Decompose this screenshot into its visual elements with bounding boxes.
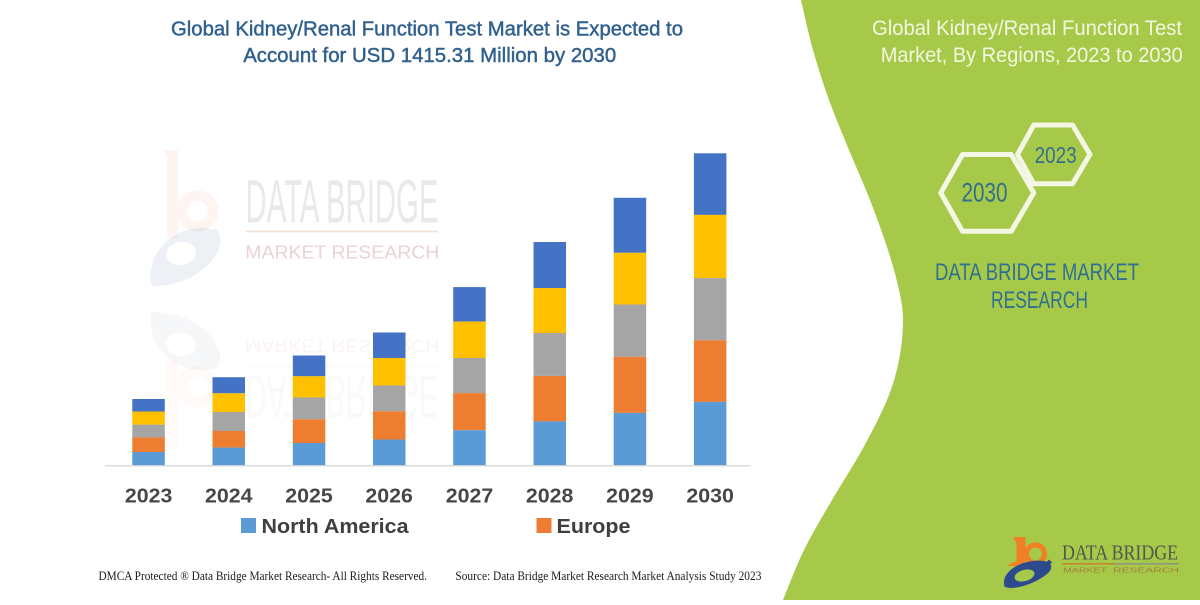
svg-text:DMCA Protected ® Data Bridge M: DMCA Protected ® Data Bridge Market Rese… — [99, 569, 428, 583]
svg-text:MARKET: MARKET — [1063, 566, 1108, 575]
svg-text:DATA BRIDGE: DATA BRIDGE — [1062, 541, 1178, 565]
svg-text:Market, By Regions, 2023 to 20: Market, By Regions, 2023 to 2030 — [881, 44, 1183, 67]
svg-text:2030: 2030 — [686, 486, 734, 508]
svg-text:Global Kidney/Renal Function T: Global Kidney/Renal Function Test — [872, 17, 1182, 40]
svg-text:2026: 2026 — [365, 486, 413, 508]
svg-text:2023: 2023 — [125, 486, 173, 508]
svg-text:RESEARCH: RESEARCH — [1113, 566, 1179, 575]
svg-text:2029: 2029 — [606, 486, 654, 508]
svg-text:2028: 2028 — [526, 486, 574, 508]
svg-text:2023: 2023 — [1035, 142, 1077, 168]
svg-text:Account for USD 1415.31 Millio: Account for USD 1415.31 Million by 2030 — [243, 44, 616, 67]
svg-text:DATA BRIDGE MARKET: DATA BRIDGE MARKET — [935, 259, 1139, 286]
svg-text:2030: 2030 — [962, 178, 1008, 208]
svg-text:2027: 2027 — [446, 486, 494, 508]
svg-text:Source: Data Bridge Market Res: Source: Data Bridge Market Research Mark… — [455, 569, 761, 583]
svg-text:Europe: Europe — [557, 516, 631, 538]
svg-text:North America: North America — [262, 516, 410, 538]
svg-text:2024: 2024 — [205, 486, 253, 508]
svg-text:RESEARCH: RESEARCH — [991, 287, 1088, 314]
svg-text:2025: 2025 — [285, 486, 333, 508]
svg-text:Global Kidney/Renal Function T: Global Kidney/Renal Function Test Market… — [171, 17, 683, 40]
